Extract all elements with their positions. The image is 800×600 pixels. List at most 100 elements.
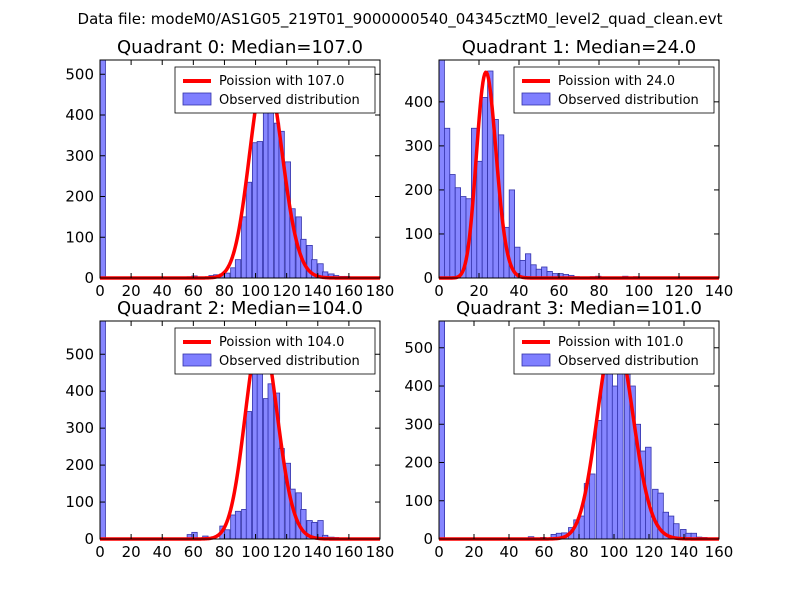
legend: Poission with 101.0 Observed distributio… — [513, 327, 715, 375]
x-tick-label: 120 — [665, 282, 694, 300]
histogram-bar — [589, 473, 596, 540]
x-tick-label: 0 — [434, 282, 444, 300]
x-tick-label: 180 — [366, 543, 395, 561]
legend-observed-swatch — [182, 92, 212, 106]
histogram-bar — [267, 106, 274, 279]
x-tick-label: 100 — [241, 543, 270, 561]
y-tick-label: 300 — [404, 415, 433, 433]
panel-quadrant-2: Quadrant 2: Median=104.0 0 20 40 60 80 100 120… — [65, 298, 394, 561]
x-tick-label: 60 — [534, 543, 553, 561]
x-tick-label: 100 — [625, 282, 654, 300]
histogram-bar — [611, 385, 619, 540]
histogram-bar — [525, 253, 532, 279]
x-tick-label: 20 — [464, 543, 483, 561]
legend-poisson-label: Poission with 24.0 — [558, 74, 675, 89]
x-tick-label: 40 — [509, 282, 528, 300]
x-tick-label: 140 — [705, 282, 734, 300]
x-tick-label: 20 — [122, 543, 141, 561]
axes-frame — [438, 59, 720, 279]
histogram-bar — [256, 361, 263, 540]
x-tick-label: 80 — [215, 543, 234, 561]
x-tick-label: 0 — [434, 543, 444, 561]
x-tick-label: 120 — [272, 543, 301, 561]
panel-title: Quadrant 3: Median=101.0 — [456, 298, 702, 319]
x-tick-label: 0 — [95, 543, 105, 561]
histogram-bar — [601, 370, 608, 540]
panel-quadrant-1: Quadrant 1: Median=24.0 0 20 40 60 80 100 120 1… — [404, 37, 733, 300]
x-tick-label: 120 — [635, 543, 664, 561]
x-tick-label: 20 — [469, 282, 488, 300]
y-tick-label: 400 — [404, 377, 433, 395]
histogram-bar — [596, 420, 603, 540]
histogram-bar — [224, 529, 231, 540]
histogram-bar — [245, 411, 253, 540]
x-tick-label: 140 — [303, 282, 332, 300]
histogram-bar — [438, 59, 445, 279]
histogram-bar — [99, 320, 106, 540]
legend-observed-label: Observed distribution — [219, 93, 360, 108]
x-tick-label: 100 — [241, 282, 270, 300]
y-tick-label: 400 — [65, 106, 94, 124]
y-tick-label: 0 — [84, 269, 94, 287]
panel-title: Quadrant 1: Median=24.0 — [462, 37, 697, 58]
y-tick-label: 500 — [404, 339, 433, 357]
histogram-bar — [449, 174, 456, 279]
y-tick-label: 400 — [404, 93, 433, 111]
histogram-bar — [530, 264, 537, 279]
histogram-bar — [234, 259, 242, 279]
y-tick-label: 100 — [65, 493, 94, 511]
x-tick-label: 120 — [272, 282, 301, 300]
y-tick-label: 300 — [65, 147, 94, 165]
y-tick-label: 100 — [404, 225, 433, 243]
figure-suptitle: Data file: modeM0/AS1G05_219T01_90000005… — [78, 10, 723, 29]
axes-frame — [99, 59, 381, 279]
histogram-bar — [443, 127, 451, 279]
x-tick-label: 100 — [600, 543, 629, 561]
histogram-bar — [267, 383, 274, 540]
x-tick-label: 80 — [589, 282, 608, 300]
legend: Poission with 24.0 Observed distribution — [513, 66, 715, 114]
y-tick-label: 100 — [404, 492, 433, 510]
x-tick-label: 40 — [153, 543, 172, 561]
axis-ticks: 0 20 40 60 80 100 120 140 160 0 100 200 300 400 500 — [404, 321, 733, 561]
x-tick-label: 60 — [184, 543, 203, 561]
histogram-bar — [606, 364, 613, 540]
y-tick-label: 100 — [65, 228, 94, 246]
x-tick-label: 20 — [122, 282, 141, 300]
y-tick-label: 200 — [404, 181, 433, 199]
legend-observed-swatch — [521, 92, 551, 106]
y-tick-label: 200 — [65, 188, 94, 206]
panel-title: Quadrant 2: Median=104.0 — [117, 298, 363, 319]
legend-observed-swatch — [182, 353, 212, 367]
y-tick-label: 0 — [423, 530, 433, 548]
y-tick-label: 300 — [404, 137, 433, 155]
histogram-bar — [617, 345, 624, 540]
legend-observed-label: Observed distribution — [558, 354, 699, 369]
legend-observed-swatch — [521, 353, 551, 367]
y-tick-label: 300 — [65, 419, 94, 437]
y-tick-label: 500 — [65, 345, 94, 363]
legend-poisson-label: Poission with 107.0 — [219, 74, 344, 89]
histogram-bar — [476, 160, 483, 279]
histogram-bar — [454, 187, 462, 279]
legend-observed-label: Observed distribution — [219, 354, 360, 369]
x-tick-label: 180 — [366, 282, 395, 300]
legend-poisson-label: Poission with 104.0 — [219, 335, 344, 350]
x-tick-label: 140 — [303, 543, 332, 561]
y-tick-label: 400 — [65, 382, 94, 400]
x-tick-label: 60 — [549, 282, 568, 300]
panel-quadrant-3: Quadrant 3: Median=101.0 0 20 40 60 80 100 120… — [404, 298, 733, 561]
y-tick-label: 200 — [404, 454, 433, 472]
histogram-bar — [99, 59, 106, 279]
panel-quadrant-0: Quadrant 0: Median=107.0 0 20 40 60 80 100 120… — [65, 37, 394, 300]
histogram-bars — [438, 59, 683, 279]
x-tick-label: 80 — [215, 282, 234, 300]
x-tick-label: 80 — [569, 543, 588, 561]
legend-poisson-label: Poission with 101.0 — [558, 335, 683, 350]
legend-observed-label: Observed distribution — [558, 93, 699, 108]
histogram-bar — [256, 141, 263, 279]
x-tick-label: 40 — [499, 543, 518, 561]
